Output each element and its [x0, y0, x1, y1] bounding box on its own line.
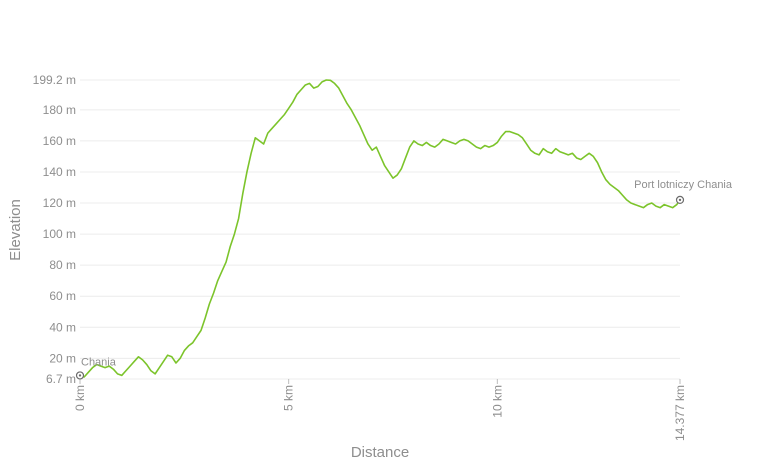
y-tick-label: 40 m	[49, 320, 76, 334]
y-tick-label: 140 m	[43, 165, 76, 179]
waypoint-marker-dot	[78, 374, 82, 377]
y-tick-label: 199.2 m	[33, 73, 76, 87]
y-axis: 6.7 m 20 m 40 m 60 m 80 m 100 m 120 m 140 m 160 …	[33, 73, 76, 386]
x-tick-label: 14.377 km	[673, 385, 687, 441]
series	[79, 79, 681, 378]
waypoint-label: Chania	[81, 356, 117, 368]
y-axis-title: Elevation	[7, 199, 24, 261]
grid	[80, 79, 680, 380]
y-tick-label: 100 m	[43, 227, 76, 241]
y-tick-label: 20 m	[49, 351, 76, 365]
x-tick-label: 10 km	[490, 385, 504, 418]
waypoints: Chania Port lotniczy Chania	[75, 179, 733, 380]
x-axis: 0 km 5 km 10 km 14.377 km	[73, 379, 687, 441]
waypoint-label: Port lotniczy Chania	[634, 179, 733, 191]
x-tick-label: 0 km	[73, 385, 87, 411]
elevation-line	[79, 79, 681, 378]
waypoint-marker-dot	[678, 198, 682, 202]
y-tick-label: 6.7 m	[46, 372, 76, 386]
x-tick-label: 5 km	[282, 385, 296, 411]
y-tick-label: 160 m	[43, 134, 76, 148]
y-tick-label: 180 m	[43, 103, 76, 117]
y-tick-label: 60 m	[49, 289, 76, 303]
y-tick-label: 120 m	[43, 196, 76, 210]
y-tick-label: 80 m	[49, 258, 76, 272]
x-axis-title: Distance	[351, 444, 409, 460]
